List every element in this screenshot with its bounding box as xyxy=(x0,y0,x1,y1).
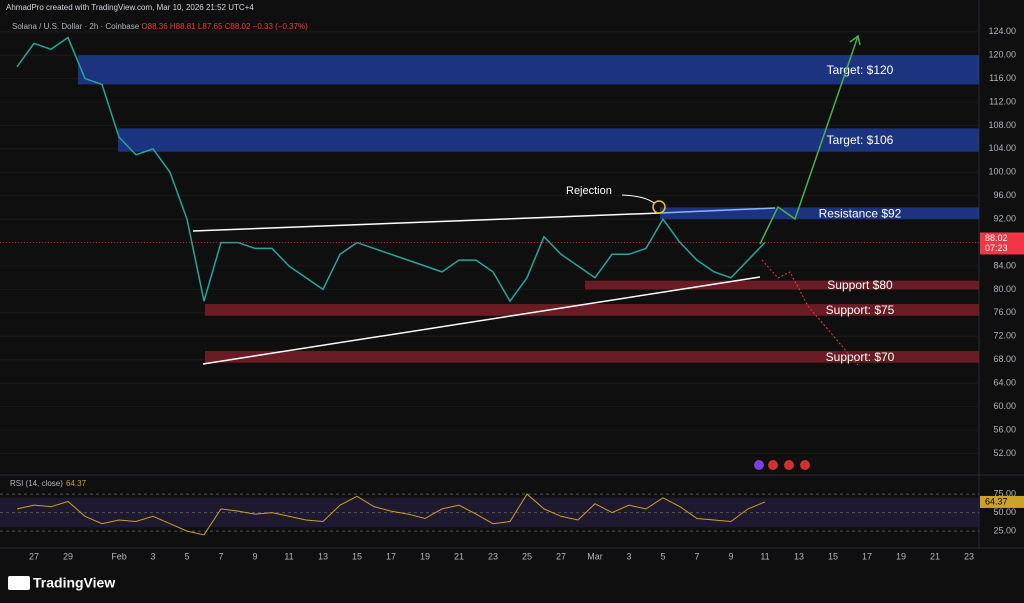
y-tick-label: 84.00 xyxy=(993,260,1016,270)
x-tick-label: 11 xyxy=(284,551,293,561)
y-tick-label: 96.00 xyxy=(993,190,1016,200)
rsi-title: RSI (14, close) xyxy=(10,479,63,488)
x-tick-label: 27 xyxy=(29,551,39,561)
zone-label: Support: $75 xyxy=(826,303,895,317)
rsi-value: 64.37 xyxy=(66,479,87,488)
plot xyxy=(0,36,979,536)
y-tick-label: 68.00 xyxy=(993,354,1016,364)
zone-label: Target: $120 xyxy=(827,63,894,77)
y-tick-label: 60.00 xyxy=(993,401,1016,411)
event-icon xyxy=(784,460,794,470)
zone xyxy=(585,280,979,290)
series-line xyxy=(16,36,766,303)
rejection-arrow xyxy=(621,194,655,204)
triangle-bottom xyxy=(202,276,761,365)
x-tick-label: 25 xyxy=(522,551,532,561)
projection-down xyxy=(761,259,859,366)
x-tick-label: 29 xyxy=(63,551,73,561)
y-tick-label: 116.00 xyxy=(989,73,1016,83)
event-icon xyxy=(754,460,764,470)
x-tick-label: 19 xyxy=(896,551,906,561)
open: O88.36 xyxy=(141,22,168,31)
event-icon xyxy=(800,460,810,470)
y-tick-label: 76.00 xyxy=(993,307,1016,317)
x-tick-label: 17 xyxy=(386,551,396,561)
x-tick-label: 7 xyxy=(218,551,223,561)
x-tick-label: 21 xyxy=(454,551,464,561)
y-tick-label: 120.00 xyxy=(988,50,1016,60)
series-line xyxy=(16,493,766,536)
resistance-line xyxy=(659,207,776,214)
x-tick-label: 9 xyxy=(252,551,257,561)
x-tick-label: 13 xyxy=(794,551,804,561)
x-tick-label: 15 xyxy=(828,551,838,561)
y-tick-label: 56.00 xyxy=(993,424,1016,434)
x-tick-label: Feb xyxy=(111,551,127,561)
x-tick-label: 23 xyxy=(488,551,498,561)
x-tick-label: 11 xyxy=(760,551,769,561)
rsi-tag xyxy=(980,495,1024,508)
close: C88.02 xyxy=(225,22,251,31)
x-tick-label: 13 xyxy=(318,551,328,561)
last-price-label: 88.02 xyxy=(985,233,1008,243)
rsi-tick-label: 75.00 xyxy=(993,488,1016,498)
symbol: Solana / U.S. Dollar · 2h · Coinbase O88… xyxy=(12,22,308,31)
x-tick-label: 3 xyxy=(626,551,631,561)
rejection-circle xyxy=(652,200,666,214)
y-tick-label: 92.00 xyxy=(993,214,1016,224)
high: H88.81 xyxy=(170,22,196,31)
x-tick-label: 7 xyxy=(694,551,699,561)
x-tick-label: 3 xyxy=(150,551,155,561)
zone-label: Support $80 xyxy=(827,278,893,292)
x-tick-label: 5 xyxy=(184,551,189,561)
x-tick-label: 17 xyxy=(862,551,872,561)
zone xyxy=(660,207,979,220)
x-tick-label: 15 xyxy=(352,551,362,561)
logo-icon xyxy=(8,576,30,590)
y-tick-label: 80.00 xyxy=(993,284,1016,294)
x-tick-label: Mar xyxy=(587,551,603,561)
y-tick-label: 112.00 xyxy=(989,96,1016,106)
x-tick-label: 5 xyxy=(660,551,665,561)
y-tick-label: 100.00 xyxy=(988,167,1016,177)
y-tick-label: 72.00 xyxy=(993,331,1016,341)
symbol-name: Solana / U.S. Dollar · 2h · Coinbase xyxy=(12,22,140,31)
x-tick-label: 23 xyxy=(964,551,974,561)
projection-up xyxy=(759,34,861,245)
zone-label: Target: $106 xyxy=(827,133,894,147)
zone xyxy=(205,304,979,316)
triangle-top xyxy=(192,212,661,232)
x-tick-label: 19 xyxy=(420,551,430,561)
y-tick-label: 108.00 xyxy=(988,120,1016,130)
rsi-tick-label: 25.00 xyxy=(993,525,1016,535)
y-tick-label: 104.00 xyxy=(988,143,1016,153)
y-tick-label: 124.00 xyxy=(988,26,1016,36)
zone xyxy=(205,350,979,363)
y-tick-label: 52.00 xyxy=(993,448,1016,458)
zone-label: Resistance $92 xyxy=(819,206,902,220)
rejection-label: Rejection xyxy=(566,185,612,197)
y-tick-label: 64.00 xyxy=(993,378,1016,388)
event-icon xyxy=(768,460,778,470)
low: L87.65 xyxy=(198,22,223,31)
zone xyxy=(78,55,979,85)
last-price-tag xyxy=(980,232,1024,255)
countdown: 07:23 xyxy=(985,243,1008,253)
change: −0.33 (−0.37%) xyxy=(253,22,308,31)
zones: Target: $120 Target: $106 Resistance $92 Su… xyxy=(0,31,979,454)
rsi-tag-label: 64.37 xyxy=(985,496,1008,506)
zone xyxy=(118,128,979,152)
credit: AhmadPro created with TradingView.com, M… xyxy=(6,3,254,12)
logo-text: TradingView xyxy=(33,575,115,591)
zone-label: Support: $70 xyxy=(826,350,895,364)
rsi-tick-label: 50.00 xyxy=(993,507,1016,517)
x-tick-label: 21 xyxy=(930,551,940,561)
x-tick-label: 27 xyxy=(556,551,566,561)
x-tick-label: 9 xyxy=(728,551,733,561)
